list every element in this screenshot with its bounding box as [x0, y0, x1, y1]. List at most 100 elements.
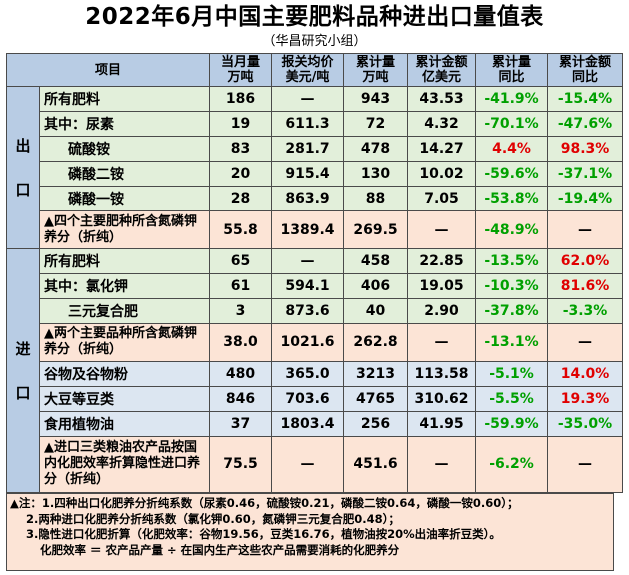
cell-month-qty: 480: [209, 360, 273, 387]
cell-cum-qty: 88: [343, 185, 409, 212]
row-name: 硫酸铵: [38, 135, 211, 162]
cell-cum-value: 22.85: [407, 248, 477, 275]
row-name: 三元复合肥: [38, 298, 211, 325]
table-row: 谷物及谷物粉 480 365.0 3213 113.58 -5.1% 14.0%: [7, 360, 624, 387]
row-name: 大豆等豆类: [38, 385, 211, 412]
cell-month-qty: 846: [209, 385, 273, 412]
cell-cum-value-yoy: -19.4%: [547, 185, 624, 212]
table-row: ▲进口三类粮油农产品按国内化肥效率折算隐性进口养分（折纯） 75.5—451.6—…: [7, 435, 624, 494]
cell-avg-price: 915.4: [271, 160, 345, 187]
cell-cum-value: 113.58: [407, 360, 477, 387]
cell-avg-price: 863.9: [271, 185, 345, 212]
cell-cum-value: 310.62: [407, 385, 477, 412]
row-name: 食用植物油: [38, 410, 211, 437]
header-cum-qty-yoy: 累计量 同比: [475, 53, 549, 87]
cell-cum-qty-yoy: -48.9%: [475, 210, 549, 250]
cell-cum-value: 41.95: [407, 410, 477, 437]
row-name: 其中：氯化钾: [38, 273, 211, 300]
cell-avg-price: 281.7: [271, 135, 345, 162]
cell-avg-price: —: [271, 435, 345, 494]
cell-month-qty: 55.8: [209, 210, 273, 250]
cell-cum-qty: 478: [343, 135, 409, 162]
section-import: 进口: [6, 248, 40, 493]
cell-cum-value-yoy: -3.3%: [547, 298, 624, 325]
cell-cum-value: 43.53: [407, 86, 477, 112]
table-row: 硫酸铵 83 281.7 478 14.27 4.4% 98.3%: [7, 135, 624, 162]
cell-avg-price: 703.6: [271, 385, 345, 412]
cell-cum-qty: 72: [343, 110, 409, 137]
cell-month-qty: 19: [209, 110, 273, 137]
cell-cum-qty: 451.6: [343, 435, 409, 494]
cell-cum-qty-yoy: -53.8%: [475, 185, 549, 212]
notes-box: ▲注：1.四种出口化肥养分折纯系数（尿素0.46，硫酸铵0.21，磷酸二铵0.6…: [6, 493, 614, 571]
cell-cum-value: 10.02: [407, 160, 477, 187]
row-name: 磷酸一铵: [38, 185, 211, 212]
row-name: ▲两个主要品种所含氮磷钾养分（折纯）: [38, 323, 211, 362]
row-name: 磷酸二铵: [38, 160, 211, 187]
cell-avg-price: 1021.6: [271, 323, 345, 362]
cell-cum-value-yoy: -15.4%: [547, 86, 624, 112]
cell-avg-price: 873.6: [271, 298, 345, 325]
table-row: 其中：氯化钾 61 594.1 406 19.05 -10.3% 81.6%: [7, 273, 624, 300]
table-row: 出口所有肥料 186—943 43.53 -41.9% -15.4%: [6, 85, 624, 250]
cell-month-qty: 186: [209, 86, 273, 112]
cell-avg-price: 611.3: [271, 110, 345, 137]
cell-month-qty: 3: [209, 298, 273, 325]
note-line-4: 化肥效率 ＝ 农产品产量 ÷ 在国内生产这些农产品需要消耗的化肥养分: [40, 542, 400, 557]
cell-cum-value-yoy: —: [547, 210, 624, 250]
table-row: ▲四个主要肥种所含氮磷钾养分（折纯） 55.8 1389.4 269.5— -48.9%…: [7, 210, 624, 250]
cell-cum-qty: 256: [343, 410, 409, 437]
note-line-1: ▲注：1.四种出口化肥养分折纯系数（尿素0.46，硫酸铵0.21，磷酸二铵0.6…: [10, 496, 519, 510]
table-row: 磷酸一铵 28 863.9 88 7.05 -53.8% -19.4%: [7, 185, 624, 212]
header-row: 项目 当月量 万吨 报关均价 美元/吨 累计量 万吨 累计金额 亿美元 累计量 同比 累计…: [5, 53, 624, 87]
cell-cum-value: 19.05: [407, 273, 477, 300]
cell-cum-value-yoy: -37.1%: [547, 160, 624, 187]
table-row: 进口所有肥料 65—458 22.85 -13.5% 62.0%: [6, 248, 624, 493]
cell-cum-qty-yoy: -5.1%: [475, 360, 549, 387]
cell-cum-qty-yoy: 4.4%: [475, 135, 549, 162]
cell-cum-qty: 406: [343, 273, 409, 300]
cell-cum-value: 14.27: [407, 135, 477, 162]
row-name: 其中：尿素: [38, 110, 211, 137]
page-title: 2022年6月中国主要肥料品种进出口量值表: [85, 4, 544, 30]
cell-cum-value: 2.90: [407, 298, 477, 325]
page-subtitle: （华昌研究小组）: [262, 34, 367, 49]
cell-cum-qty: 262.8: [343, 323, 409, 362]
header-cum-value-yoy: 累计金额 同比: [547, 53, 624, 87]
cell-cum-value: —: [407, 323, 477, 362]
cell-cum-qty-yoy: -5.5%: [475, 385, 549, 412]
cell-avg-price: 365.0: [271, 360, 345, 387]
cell-avg-price: 1803.4: [271, 410, 345, 437]
header-cum-qty: 累计量 万吨: [343, 53, 409, 87]
cell-cum-value-yoy: 14.0%: [547, 360, 624, 387]
cell-avg-price: —: [271, 248, 345, 275]
cell-cum-qty-yoy: -70.1%: [475, 110, 549, 137]
table-row: 大豆等豆类 846 703.6 4765 310.62 -5.5% 19.3%: [7, 385, 624, 412]
trade-table: 项目 当月量 万吨 报关均价 美元/吨 累计量 万吨 累计金额 亿美元 累计量 同比 累计…: [5, 53, 624, 494]
cell-cum-qty: 458: [343, 248, 409, 275]
header-avg-price: 报关均价 美元/吨: [271, 53, 345, 87]
cell-cum-qty: 130: [343, 160, 409, 187]
cell-cum-value-yoy: —: [547, 435, 624, 494]
cell-cum-qty-yoy: -13.5%: [475, 248, 549, 275]
cell-cum-qty-yoy: -6.2%: [475, 435, 549, 494]
cell-cum-value-yoy: -47.6%: [547, 110, 624, 137]
cell-cum-value: 4.32: [407, 110, 477, 137]
cell-cum-qty: 4765: [343, 385, 409, 412]
cell-cum-qty-yoy: -37.8%: [475, 298, 549, 325]
cell-month-qty: 38.0: [209, 323, 273, 362]
cell-month-qty: 20: [209, 160, 273, 187]
cell-cum-value: —: [407, 210, 477, 250]
cell-cum-value-yoy: —: [547, 323, 624, 362]
header-month-qty: 当月量 万吨: [209, 53, 273, 87]
row-name: 所有肥料: [38, 86, 211, 112]
cell-cum-value-yoy: 19.3%: [547, 385, 624, 412]
cell-cum-value-yoy: -35.0%: [547, 410, 624, 437]
cell-avg-price: —: [271, 86, 345, 112]
cell-month-qty: 61: [209, 273, 273, 300]
section-export: 出口: [6, 85, 40, 250]
table-row: 其中：尿素 19 611.3 72 4.32 -70.1% -47.6%: [7, 110, 624, 137]
cell-cum-qty-yoy: -59.9%: [475, 410, 549, 437]
row-name: ▲四个主要肥种所含氮磷钾养分（折纯）: [38, 210, 211, 250]
